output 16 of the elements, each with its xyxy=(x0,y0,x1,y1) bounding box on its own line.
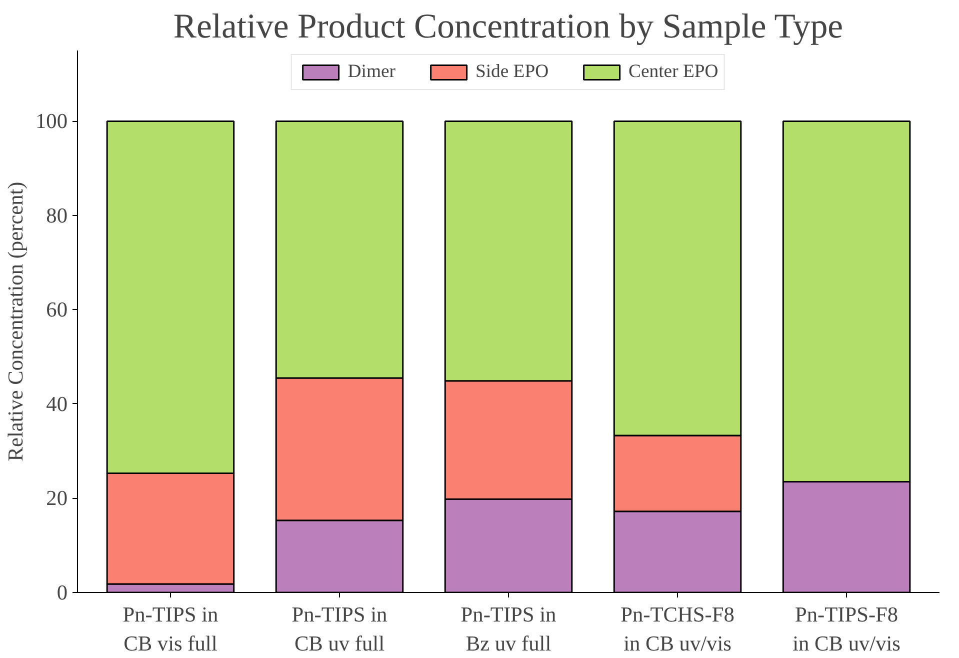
x-tick-label: Pn-TIPS in CB uv full xyxy=(292,602,388,656)
legend-label: Dimer xyxy=(348,61,396,83)
legend-label: Center EPO xyxy=(628,61,718,83)
y-tick-label: 60 xyxy=(46,298,68,322)
x-tick-label: Pn-TIPS in Bz uv full xyxy=(460,602,557,656)
y-tick-label: 20 xyxy=(46,486,68,510)
y-tick-label: 100 xyxy=(36,109,68,134)
x-tick-label: Pn-TIPS in CB vis full xyxy=(122,602,218,656)
legend-label: Side EPO xyxy=(475,61,549,83)
x-tick-label: Pn-TIPS-F8 in CB uv/vis xyxy=(792,602,900,656)
y-tick-label: 80 xyxy=(46,203,68,228)
y-axis-title: Relative Concentration (percent) xyxy=(4,182,28,462)
chart-title: Relative Product Concentration by Sample Type xyxy=(173,8,844,46)
y-tick-label: 0 xyxy=(56,580,68,604)
x-tick-label: Pn-TCHS-F8 in CB uv/vis xyxy=(620,602,734,656)
y-tick-label: 40 xyxy=(46,392,68,416)
